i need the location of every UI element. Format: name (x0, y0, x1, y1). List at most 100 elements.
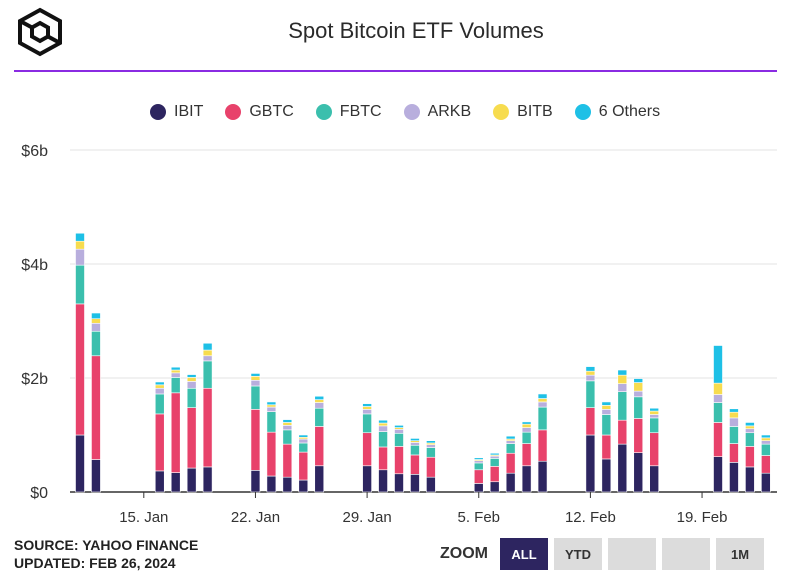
bar-segment-arkb[interactable] (537, 401, 548, 408)
bar-segment-6-others[interactable] (154, 381, 165, 386)
bar-segment-fbtc[interactable] (585, 380, 596, 408)
bar-segment-arkb[interactable] (186, 381, 197, 389)
bar-segment-gbtc[interactable] (729, 443, 739, 463)
bar-segment-arkb[interactable] (410, 442, 420, 446)
zoom-blank-button-1[interactable] (608, 538, 656, 570)
bar-segment-ibit[interactable] (394, 473, 404, 493)
bar-segment-ibit[interactable] (761, 472, 771, 493)
bar-segment-gbtc[interactable] (426, 456, 436, 478)
bar-segment-ibit[interactable] (745, 466, 755, 493)
bar-segment-fbtc[interactable] (202, 360, 213, 389)
bar-segment-gbtc[interactable] (75, 303, 85, 436)
bar-segment-ibit[interactable] (505, 472, 516, 493)
bar-segment-fbtc[interactable] (266, 411, 277, 433)
bar-segment-gbtc[interactable] (250, 409, 261, 471)
legend-item[interactable]: IBIT (150, 103, 203, 121)
bar-segment-gbtc[interactable] (362, 432, 372, 467)
legend-item[interactable]: FBTC (315, 103, 382, 121)
bar-segment-bitb[interactable] (266, 404, 277, 408)
bar-segment-arkb[interactable] (745, 428, 755, 434)
bar-segment-bitb[interactable] (761, 437, 771, 442)
bar-segment-fbtc[interactable] (489, 458, 500, 467)
bar-segment-arkb[interactable] (266, 406, 277, 412)
bar-segment-arkb[interactable] (426, 444, 436, 448)
bar-segment-gbtc[interactable] (410, 454, 420, 475)
bar-segment-ibit[interactable] (378, 469, 388, 493)
bar-segment-gbtc[interactable] (761, 455, 771, 474)
bar-segment-ibit[interactable] (154, 470, 165, 493)
bar-segment-bitb[interactable] (250, 375, 261, 381)
bar-segment-gbtc[interactable] (378, 446, 388, 471)
bar-segment-bitb[interactable] (585, 370, 596, 376)
bar-segment-fbtc[interactable] (394, 432, 404, 447)
bar-segment-fbtc[interactable] (537, 406, 548, 431)
bar-segment-6-others[interactable] (362, 403, 372, 407)
bar-segment-arkb[interactable] (75, 248, 85, 266)
bar-segment-bitb[interactable] (202, 349, 213, 357)
bar-segment-fbtc[interactable] (378, 431, 388, 448)
bar-segment-bitb[interactable] (745, 425, 755, 430)
bar-segment-ibit[interactable] (410, 474, 420, 493)
bar-segment-gbtc[interactable] (713, 422, 723, 457)
bar-segment-ibit[interactable] (75, 434, 85, 493)
zoom-1m-button[interactable]: 1M (716, 538, 764, 570)
bar-segment-ibit[interactable] (91, 459, 101, 493)
bar-segment-6-others[interactable] (410, 438, 420, 442)
bar-segment-fbtc[interactable] (410, 444, 420, 456)
bar-segment-gbtc[interactable] (186, 407, 197, 469)
bar-segment-6-others[interactable] (713, 345, 723, 384)
bar-segment-arkb[interactable] (362, 409, 372, 415)
bar-segment-fbtc[interactable] (75, 264, 85, 305)
bar-segment-fbtc[interactable] (601, 414, 612, 436)
bar-segment-gbtc[interactable] (473, 469, 484, 484)
bar-segment-fbtc[interactable] (170, 377, 181, 394)
bar-segment-bitb[interactable] (601, 405, 612, 410)
bar-segment-6-others[interactable] (505, 435, 516, 440)
bar-segment-ibit[interactable] (713, 456, 723, 493)
bar-segment-fbtc[interactable] (186, 387, 197, 408)
bar-segment-arkb[interactable] (617, 383, 628, 392)
bar-segment-gbtc[interactable] (521, 443, 532, 467)
bar-segment-arkb[interactable] (761, 440, 771, 445)
bar-segment-gbtc[interactable] (489, 466, 500, 483)
bar-segment-gbtc[interactable] (394, 446, 404, 475)
bar-segment-6-others[interactable] (378, 419, 388, 424)
bar-segment-ibit[interactable] (426, 476, 436, 493)
bar-segment-bitb[interactable] (537, 398, 548, 403)
bar-segment-ibit[interactable] (362, 465, 372, 493)
bar-segment-gbtc[interactable] (537, 429, 548, 462)
bar-segment-6-others[interactable] (473, 457, 484, 460)
bar-segment-6-others[interactable] (633, 378, 644, 383)
bar-segment-gbtc[interactable] (745, 446, 755, 468)
bar-segment-arkb[interactable] (489, 455, 500, 459)
bar-segment-arkb[interactable] (601, 409, 612, 415)
bar-segment-arkb[interactable] (505, 440, 516, 444)
bar-segment-fbtc[interactable] (745, 432, 755, 447)
bar-segment-gbtc[interactable] (601, 434, 612, 460)
bar-segment-bitb[interactable] (729, 411, 739, 419)
bar-segment-bitb[interactable] (362, 406, 372, 410)
bar-segment-fbtc[interactable] (521, 431, 532, 444)
bar-segment-ibit[interactable] (473, 483, 484, 493)
bar-segment-6-others[interactable] (266, 401, 277, 406)
bar-segment-gbtc[interactable] (170, 392, 181, 473)
bar-segment-arkb[interactable] (473, 460, 484, 464)
bar-segment-bitb[interactable] (282, 422, 293, 426)
bar-segment-ibit[interactable] (633, 452, 644, 493)
bar-segment-bitb[interactable] (186, 377, 197, 382)
bar-segment-gbtc[interactable] (633, 418, 644, 453)
bar-segment-gbtc[interactable] (585, 407, 596, 436)
bar-segment-gbtc[interactable] (298, 451, 309, 481)
bar-segment-fbtc[interactable] (649, 417, 660, 434)
bar-segment-6-others[interactable] (394, 425, 404, 428)
bar-segment-ibit[interactable] (186, 467, 197, 493)
bar-segment-6-others[interactable] (298, 434, 309, 438)
bar-segment-bitb[interactable] (91, 318, 101, 324)
legend-item[interactable]: GBTC (225, 103, 294, 121)
bar-segment-gbtc[interactable] (266, 431, 277, 477)
bar-segment-6-others[interactable] (601, 401, 612, 406)
bar-segment-arkb[interactable] (649, 414, 660, 419)
bar-segment-6-others[interactable] (537, 393, 548, 399)
bar-segment-6-others[interactable] (202, 342, 213, 351)
bar-segment-gbtc[interactable] (91, 355, 101, 460)
